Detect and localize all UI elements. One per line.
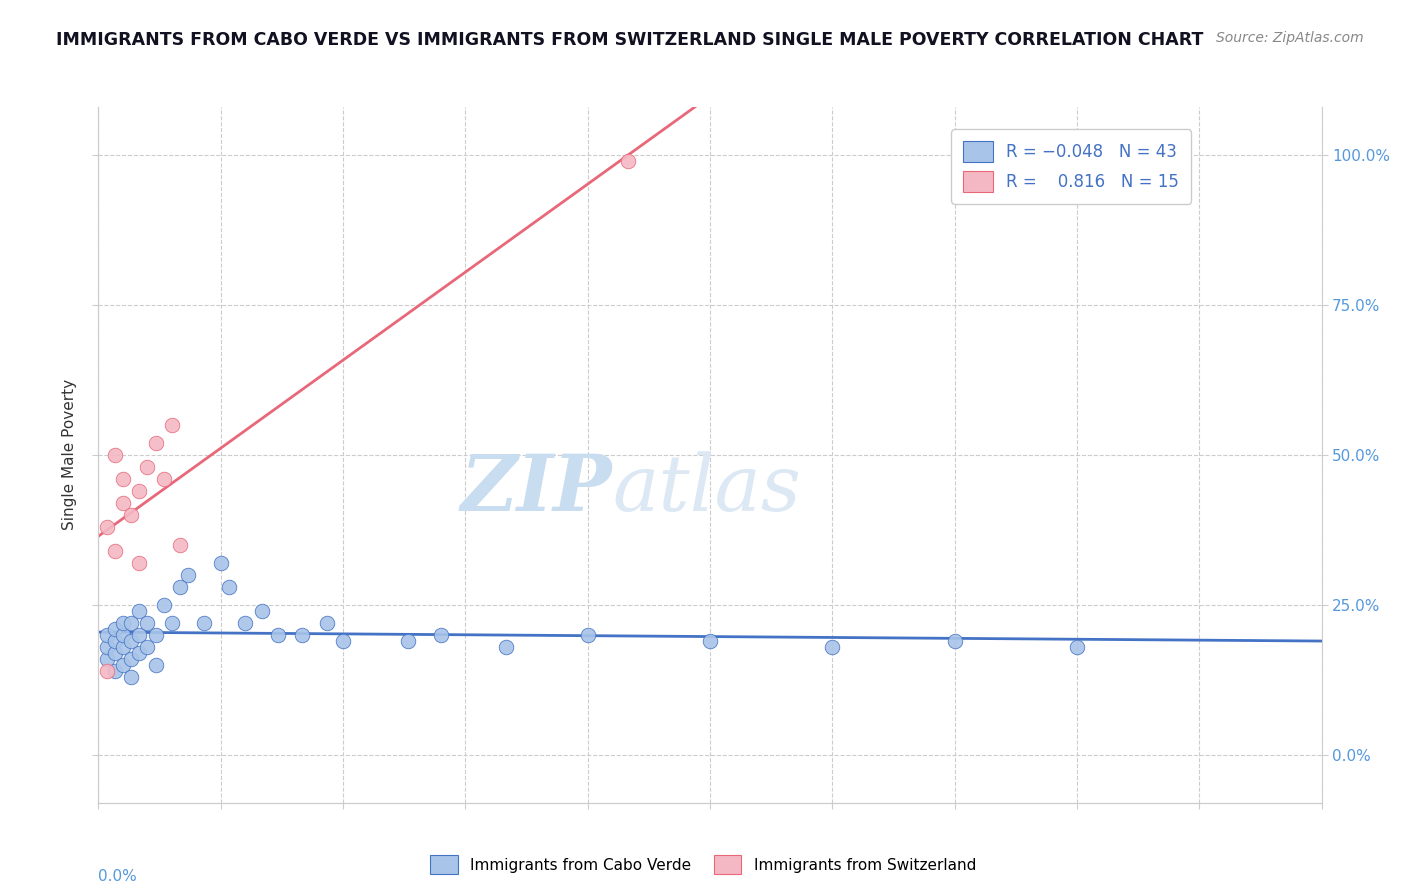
Point [96,520,118,534]
Y-axis label: Single Male Poverty: Single Male Poverty [62,379,77,531]
Point [943,633,966,648]
Point [104,448,127,462]
Point [136,459,159,474]
Point [396,633,419,648]
Point [209,556,232,570]
Point [495,640,517,654]
Point [177,567,200,582]
Point [96,652,118,666]
Point [128,604,150,618]
Point [821,640,844,654]
Point [218,580,240,594]
Point [152,472,174,486]
Point [136,615,159,630]
Point [1066,640,1088,654]
Point [576,628,599,642]
Point [291,628,314,642]
Point [332,633,354,648]
Point [120,652,142,666]
Point [160,417,183,432]
Point [315,615,337,630]
Point [111,640,134,654]
Point [430,628,453,642]
Point [104,646,127,660]
Point [111,615,134,630]
Point [128,556,150,570]
Point [96,664,118,678]
Point [193,615,215,630]
Legend: Immigrants from Cabo Verde, Immigrants from Switzerland: Immigrants from Cabo Verde, Immigrants f… [425,849,981,880]
Point [104,544,127,558]
Point [128,628,150,642]
Text: 0.0%: 0.0% [98,869,138,884]
Text: atlas: atlas [612,451,801,528]
Point [96,640,118,654]
Point [169,538,191,552]
Point [145,628,167,642]
Point [96,628,118,642]
Point [250,604,273,618]
Point [120,633,142,648]
Point [145,436,167,450]
Text: ZIP: ZIP [461,451,612,528]
Point [169,580,191,594]
Text: IMMIGRANTS FROM CABO VERDE VS IMMIGRANTS FROM SWITZERLAND SINGLE MALE POVERTY CO: IMMIGRANTS FROM CABO VERDE VS IMMIGRANTS… [56,31,1204,49]
Point [267,628,290,642]
Point [104,633,127,648]
Point [111,657,134,672]
Point [111,496,134,510]
Text: Source: ZipAtlas.com: Source: ZipAtlas.com [1216,31,1364,45]
Point [120,615,142,630]
Point [104,622,127,636]
Point [120,508,142,522]
Point [111,628,134,642]
Point [104,664,127,678]
Point [617,154,640,169]
Point [160,615,183,630]
Point [233,615,256,630]
Point [136,640,159,654]
Point [128,646,150,660]
Point [699,633,721,648]
Point [128,483,150,498]
Point [145,657,167,672]
Point [120,670,142,684]
Point [111,472,134,486]
Point [152,598,174,612]
Legend: R = −0.048   N = 43, R =    0.816   N = 15: R = −0.048 N = 43, R = 0.816 N = 15 [952,129,1191,203]
